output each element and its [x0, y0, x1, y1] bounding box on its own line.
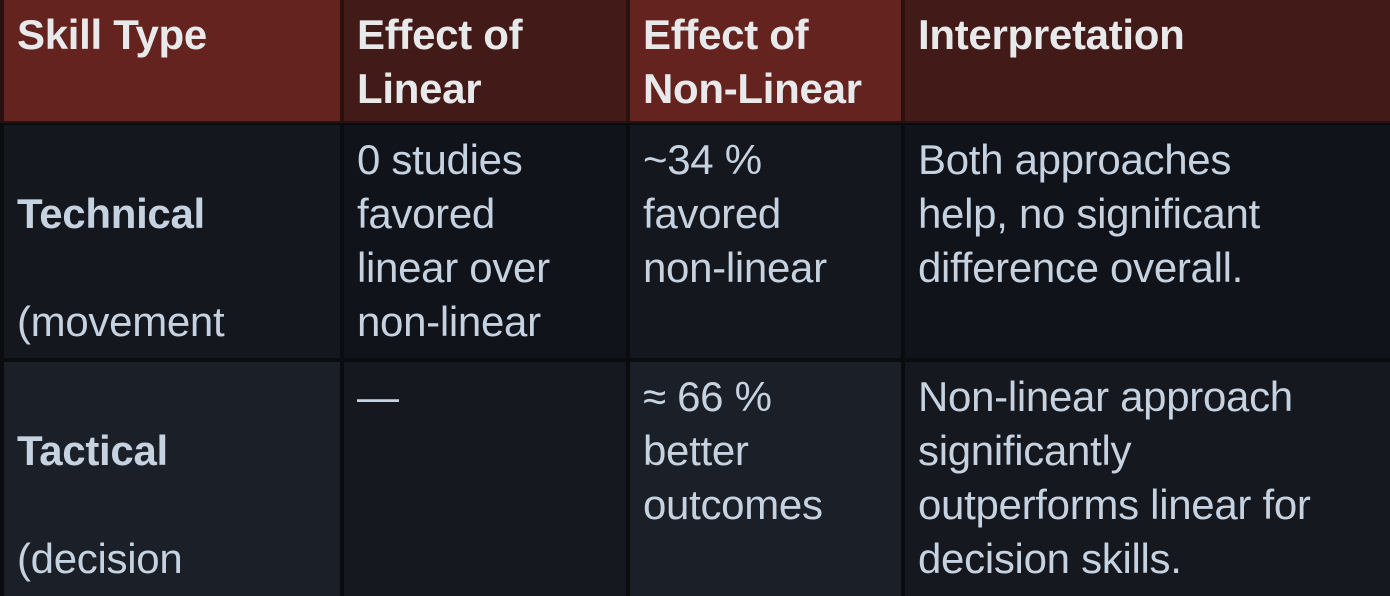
skill-detail-tactical: (decision timing & adaptation): [17, 535, 183, 596]
cell-technical-skill: Technical (movement execution): [4, 125, 340, 358]
header-effect-of-linear: Effect of Linear: [344, 0, 626, 121]
cell-tactical-nonlinear-effect: ≈ 66 % better outcomes: [630, 362, 901, 596]
cell-tactical-skill: Tactical (decision timing & adaptation): [4, 362, 340, 596]
header-skill-type: Skill Type: [4, 0, 340, 121]
header-effect-of-non-linear: Effect of Non-Linear: [630, 0, 901, 121]
skill-detail-technical: (movement execution): [17, 298, 225, 358]
header-interpretation: Interpretation: [905, 0, 1390, 121]
cell-technical-linear-effect: 0 studies favored linear over non-linear: [344, 125, 626, 358]
cell-tactical-interpretation: Non-linear approach significantly outper…: [905, 362, 1390, 596]
skill-name-technical: Technical: [17, 190, 205, 237]
skill-name-tactical: Tactical: [17, 427, 168, 474]
cell-tactical-linear-effect: —: [344, 362, 626, 596]
cell-technical-nonlinear-effect: ~34 % favored non-linear: [630, 125, 901, 358]
cell-technical-interpretation: Both approaches help, no significant dif…: [905, 125, 1390, 358]
